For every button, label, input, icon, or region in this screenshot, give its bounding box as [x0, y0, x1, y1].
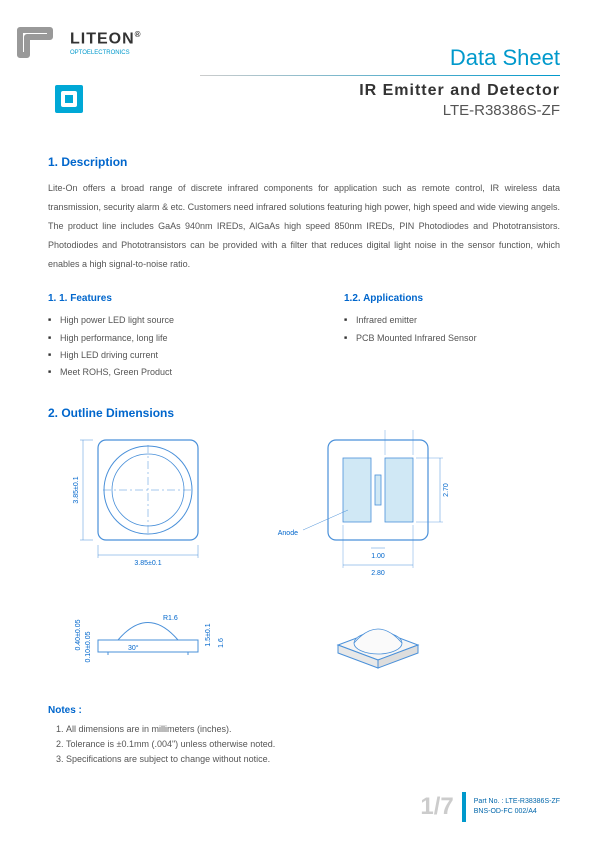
- list-item: High LED driving current: [60, 347, 264, 364]
- logo-brand: LITEON®: [70, 30, 142, 48]
- outline-diagram: 3.85±0.1 3.85±0.1 1.90: [48, 430, 560, 700]
- notes-heading: Notes :: [48, 705, 560, 716]
- list-item: All dimensions are in millimeters (inche…: [66, 722, 560, 737]
- svg-text:3.85±0.1: 3.85±0.1: [134, 560, 161, 567]
- product-line: IR Emitter and Detector: [359, 82, 560, 100]
- page-number: 1/7: [420, 793, 453, 821]
- svg-text:1.00: 1.00: [371, 553, 385, 560]
- product-title-block: IR Emitter and Detector LTE-R38386S-ZF: [359, 82, 560, 119]
- svg-text:0.10±0.05: 0.10±0.05: [85, 631, 92, 662]
- footer-bar-icon: [462, 792, 466, 822]
- footer: 1/7 Part No. : LTE-R38386S-ZF BNS-OD-FC …: [420, 792, 560, 822]
- features-heading: 1. 1. Features: [48, 293, 264, 304]
- svg-text:1.6: 1.6: [218, 638, 225, 648]
- svg-text:Anode: Anode: [278, 530, 298, 537]
- svg-text:3.85±0.1: 3.85±0.1: [73, 476, 80, 503]
- list-item: Specifications are subject to change wit…: [66, 752, 560, 767]
- list-item: Infrared emitter: [356, 312, 560, 329]
- logo-icon: [15, 25, 65, 60]
- list-item: High power LED light source: [60, 312, 264, 329]
- svg-text:2.80: 2.80: [371, 570, 385, 577]
- list-item: Tolerance is ±0.1mm (.004") unless other…: [66, 737, 560, 752]
- svg-text:1.5±0.1: 1.5±0.1: [205, 623, 212, 646]
- list-item: High performance, long life: [60, 330, 264, 347]
- applications-heading: 1.2. Applications: [344, 293, 560, 304]
- title-divider: [200, 75, 560, 76]
- datasheet-title: Data Sheet: [450, 45, 560, 71]
- description-heading: 1. Description: [48, 155, 560, 169]
- description-text: Lite-On offers a broad range of discrete…: [48, 179, 560, 273]
- svg-text:0.40±0.05: 0.40±0.05: [75, 619, 82, 650]
- opto-icon: [55, 85, 83, 113]
- features-list: High power LED light source High perform…: [48, 312, 264, 380]
- logo-block: LITEON® OPTOELECTRONICS: [30, 30, 142, 56]
- applications-list: Infrared emitter PCB Mounted Infrared Se…: [344, 312, 560, 346]
- footer-text: Part No. : LTE-R38386S-ZF BNS-OD-FC 002/…: [474, 797, 560, 818]
- svg-text:2.70: 2.70: [443, 483, 450, 497]
- part-number: LTE-R38386S-ZF: [359, 102, 560, 119]
- notes-block: Notes : All dimensions are in millimeter…: [48, 705, 560, 768]
- list-item: Meet ROHS, Green Product: [60, 364, 264, 381]
- svg-text:R1.6: R1.6: [163, 615, 178, 622]
- outline-heading: 2. Outline Dimensions: [48, 406, 560, 420]
- list-item: PCB Mounted Infrared Sensor: [356, 330, 560, 347]
- logo-subtitle: OPTOELECTRONICS: [70, 50, 142, 56]
- svg-text:30°: 30°: [128, 644, 139, 652]
